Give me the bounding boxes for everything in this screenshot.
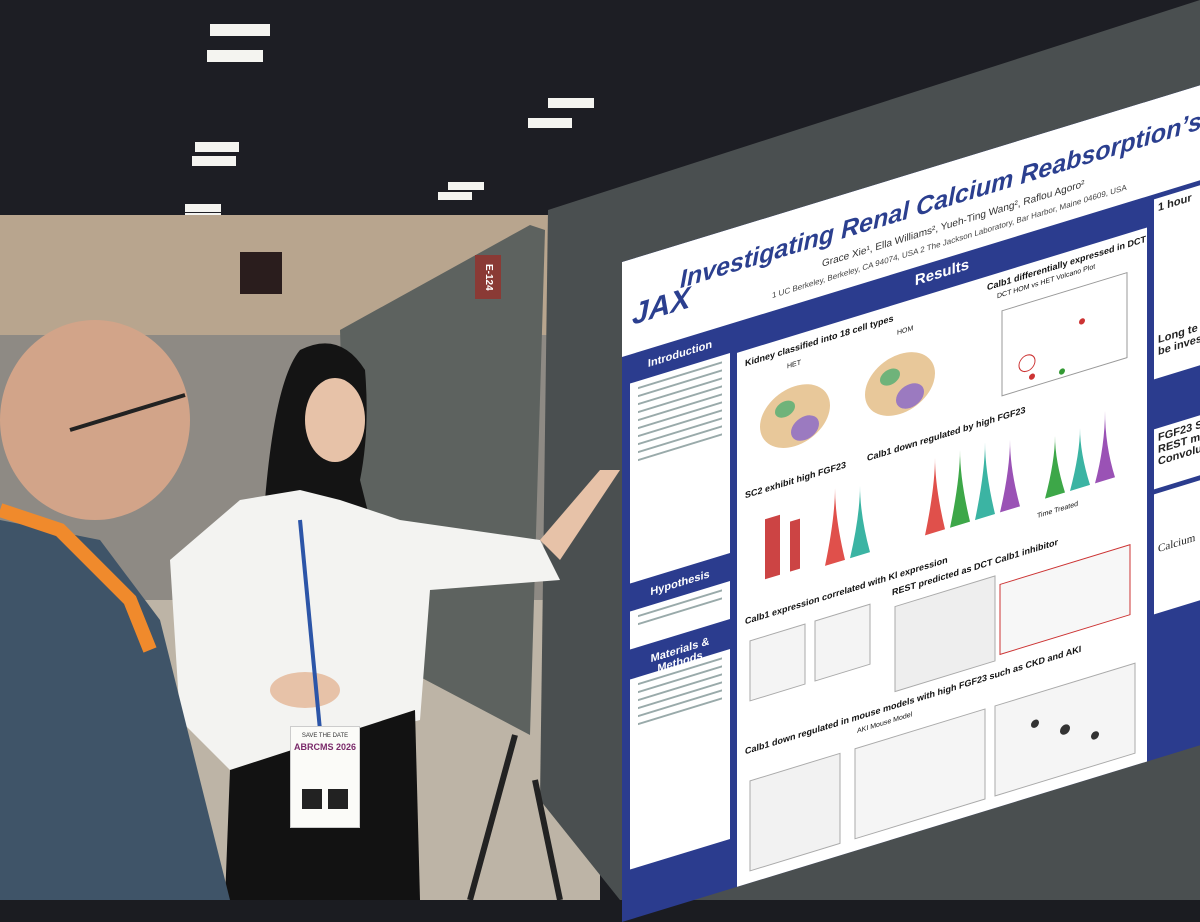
badge-title: ABRCMS 2026 bbox=[293, 742, 357, 752]
easel-leg bbox=[532, 779, 563, 900]
decoration bbox=[854, 708, 986, 840]
booth-sign: E-124 bbox=[475, 255, 501, 299]
decoration bbox=[775, 400, 795, 418]
decoration bbox=[1060, 724, 1070, 735]
decoration bbox=[1031, 719, 1039, 728]
decoration bbox=[1091, 731, 1099, 740]
decoration bbox=[548, 98, 594, 108]
jacket bbox=[0, 520, 230, 900]
decoration bbox=[791, 415, 819, 441]
decoration bbox=[950, 449, 970, 528]
exit-sign bbox=[240, 252, 282, 294]
decoration bbox=[975, 442, 995, 521]
badge-text: SAVE THE DATE bbox=[301, 733, 349, 739]
decoration bbox=[1000, 439, 1020, 513]
violin-plots bbox=[765, 410, 1115, 580]
ceiling-lights bbox=[185, 24, 594, 246]
umap-plots bbox=[760, 352, 935, 448]
decoration bbox=[814, 603, 871, 682]
correlation-plots bbox=[749, 544, 1131, 702]
name-badge: SAVE THE DATE ABRCMS 2026 bbox=[290, 726, 360, 828]
mouse-model-plots bbox=[749, 662, 1136, 872]
head bbox=[0, 320, 190, 520]
decoration bbox=[894, 575, 996, 693]
decoration bbox=[1029, 373, 1035, 380]
decoration bbox=[185, 204, 221, 212]
decoration bbox=[1070, 427, 1090, 492]
decoration bbox=[765, 514, 780, 580]
shirt bbox=[170, 490, 560, 770]
qr-codes bbox=[302, 789, 348, 809]
face bbox=[305, 378, 365, 462]
decoration bbox=[999, 544, 1131, 656]
decoration bbox=[850, 485, 870, 559]
decoration bbox=[328, 789, 348, 809]
decoration bbox=[207, 50, 263, 62]
decoration bbox=[448, 182, 484, 190]
people bbox=[0, 320, 620, 900]
decoration bbox=[1001, 271, 1128, 397]
hand bbox=[270, 672, 340, 708]
decoration bbox=[749, 752, 841, 872]
decoration bbox=[1095, 410, 1115, 484]
decoration bbox=[749, 623, 806, 702]
lanyard bbox=[298, 519, 322, 731]
hand bbox=[540, 470, 620, 560]
decoration bbox=[825, 487, 845, 566]
decoration bbox=[1059, 368, 1065, 375]
decoration bbox=[438, 192, 472, 200]
decoration bbox=[1079, 318, 1085, 325]
decoration bbox=[896, 383, 924, 409]
decoration bbox=[790, 518, 800, 572]
decoration bbox=[1018, 354, 1036, 373]
easel-leg bbox=[467, 734, 518, 900]
decoration bbox=[528, 118, 572, 128]
results-panel: Kidney classified into 18 cell types Cal… bbox=[737, 227, 1147, 893]
decoration bbox=[210, 24, 270, 36]
decoration bbox=[302, 789, 322, 809]
glasses bbox=[69, 393, 186, 432]
decoration bbox=[195, 142, 239, 152]
volcano-plot bbox=[1001, 271, 1128, 397]
decoration bbox=[880, 368, 900, 386]
decoration bbox=[1045, 435, 1065, 499]
lanyard bbox=[0, 503, 157, 653]
poster: JAX Investigating Renal Calcium Reabsorp… bbox=[622, 78, 1200, 922]
decoration bbox=[925, 457, 945, 536]
decoration bbox=[192, 156, 236, 166]
